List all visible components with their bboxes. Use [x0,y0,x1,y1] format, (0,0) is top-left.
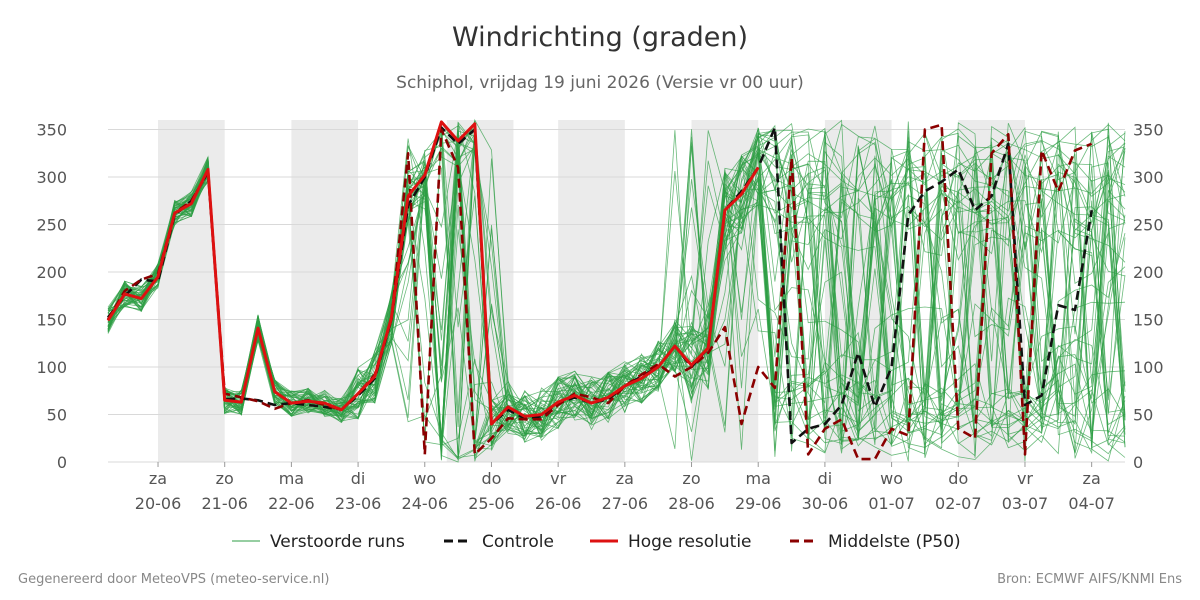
y-tick-left-200: 200 [36,263,67,282]
x-tick-day-02-07: do [948,469,968,488]
ensemble-run-49 [107,120,1126,446]
x-tick-day-22-06: ma [279,469,304,488]
x-tick-day-23-06: di [351,469,366,488]
series-hoge-resolutie [106,120,760,426]
x-tick-day-03-07: vr [1017,469,1033,488]
y-tick-left-0: 0 [57,453,67,472]
x-axis: za 20-06 zo 21-06 ma 22-06 di 23-06 wo 24-06 do 25-… [135,462,1115,513]
x-tick-day-04-07: za [1083,469,1101,488]
legend-label-0: Verstoorde runs [270,532,405,552]
x-tick-day-24-06: wo [413,469,436,488]
legend: Verstoorde runs Controle Hoge resolutie Mid… [232,532,961,552]
x-tick-date-29-06: 29-06 [735,494,782,513]
ensemble-run-39 [107,127,1126,441]
x-tick-day-28-06: zo [682,469,700,488]
y-tick-right-350: 350 [1133,121,1164,140]
y-tick-right-300: 300 [1133,168,1164,187]
y-tick-right-150: 150 [1133,311,1164,330]
x-tick-day-25-06: do [481,469,501,488]
legend-label-1: Controle [482,532,554,552]
y-tick-right-250: 250 [1133,216,1164,235]
ensemble-run-31 [107,130,1126,455]
x-tick-date-20-06: 20-06 [135,494,182,513]
x-tick-date-04-07: 04-07 [1068,494,1115,513]
x-tick-day-29-06: ma [746,469,771,488]
footer-generated-by: Gegenereerd door MeteoVPS (meteo-service… [18,572,330,587]
y-tick-left-150: 150 [36,311,67,330]
legend-label-2: Hoge resolutie [628,532,752,552]
x-tick-date-22-06: 22-06 [268,494,315,513]
x-tick-date-21-06: 21-06 [201,494,248,513]
y-tick-left-300: 300 [36,168,67,187]
y-tick-left-100: 100 [36,358,67,377]
y-tick-right-0: 0 [1133,453,1143,472]
x-tick-date-01-07: 01-07 [868,494,915,513]
ensemble-run-44 [107,122,1126,452]
y-tick-left-50: 50 [47,406,67,425]
ensemble-run-15 [107,122,1126,455]
y-axis-left: 0 50 100 150 200 250 300 350 [36,121,67,473]
x-tick-day-26-06: vr [550,469,566,488]
x-tick-date-02-07: 02-07 [935,494,982,513]
y-tick-left-350: 350 [36,121,67,140]
x-tick-date-23-06: 23-06 [335,494,382,513]
shade-band-0 [158,120,225,462]
x-tick-day-30-06: di [818,469,833,488]
x-tick-date-25-06: 25-06 [468,494,515,513]
x-tick-date-03-07: 03-07 [1002,494,1049,513]
y-tick-right-100: 100 [1133,358,1164,377]
chart-title: Windrichting (graden) [451,22,749,53]
x-tick-date-30-06: 30-06 [802,494,849,513]
y-tick-right-50: 50 [1133,406,1153,425]
x-tick-date-27-06: 27-06 [602,494,649,513]
x-tick-date-24-06: 24-06 [402,494,449,513]
chart-subtitle: Schiphol, vrijdag 19 juni 2026 (Versie v… [396,73,804,93]
x-tick-day-01-07: wo [880,469,903,488]
y-axis-right: 0 50 100 150 200 250 300 350 [1133,121,1164,473]
ensemble-run-47 [107,138,1126,459]
x-tick-day-20-06: za [149,469,167,488]
y-tick-left-250: 250 [36,216,67,235]
y-tick-right-200: 200 [1133,263,1164,282]
footer-source: Bron: ECMWF AIFS/KNMI Ens [997,572,1182,587]
x-tick-date-28-06: 28-06 [668,494,715,513]
x-tick-date-26-06: 26-06 [535,494,582,513]
x-tick-day-27-06: za [616,469,634,488]
x-tick-day-21-06: zo [216,469,234,488]
legend-label-3: Middelste (P50) [828,532,961,552]
main-series [106,120,1093,461]
